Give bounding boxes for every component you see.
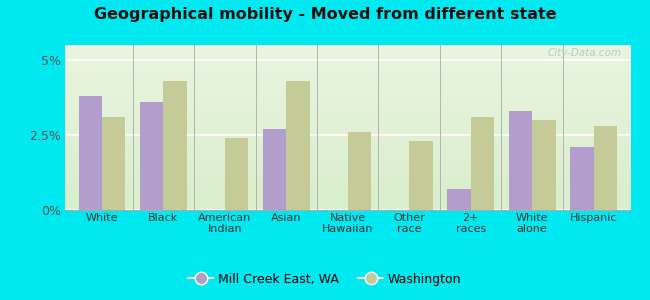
Bar bbox=[570, 147, 593, 210]
Bar bbox=[471, 117, 494, 210]
Bar bbox=[102, 117, 125, 210]
Bar bbox=[593, 126, 617, 210]
Legend: Mill Creek East, WA, Washington: Mill Creek East, WA, Washington bbox=[183, 268, 467, 291]
Bar bbox=[225, 138, 248, 210]
Bar bbox=[79, 96, 102, 210]
Text: City-Data.com: City-Data.com bbox=[548, 48, 622, 58]
Bar bbox=[140, 102, 163, 210]
Bar bbox=[163, 81, 187, 210]
Bar bbox=[348, 132, 371, 210]
Bar bbox=[286, 81, 309, 210]
Text: Geographical mobility - Moved from different state: Geographical mobility - Moved from diffe… bbox=[94, 8, 556, 22]
Bar bbox=[532, 120, 556, 210]
Bar bbox=[509, 111, 532, 210]
Bar bbox=[447, 189, 471, 210]
Bar bbox=[263, 129, 286, 210]
Bar bbox=[410, 141, 433, 210]
